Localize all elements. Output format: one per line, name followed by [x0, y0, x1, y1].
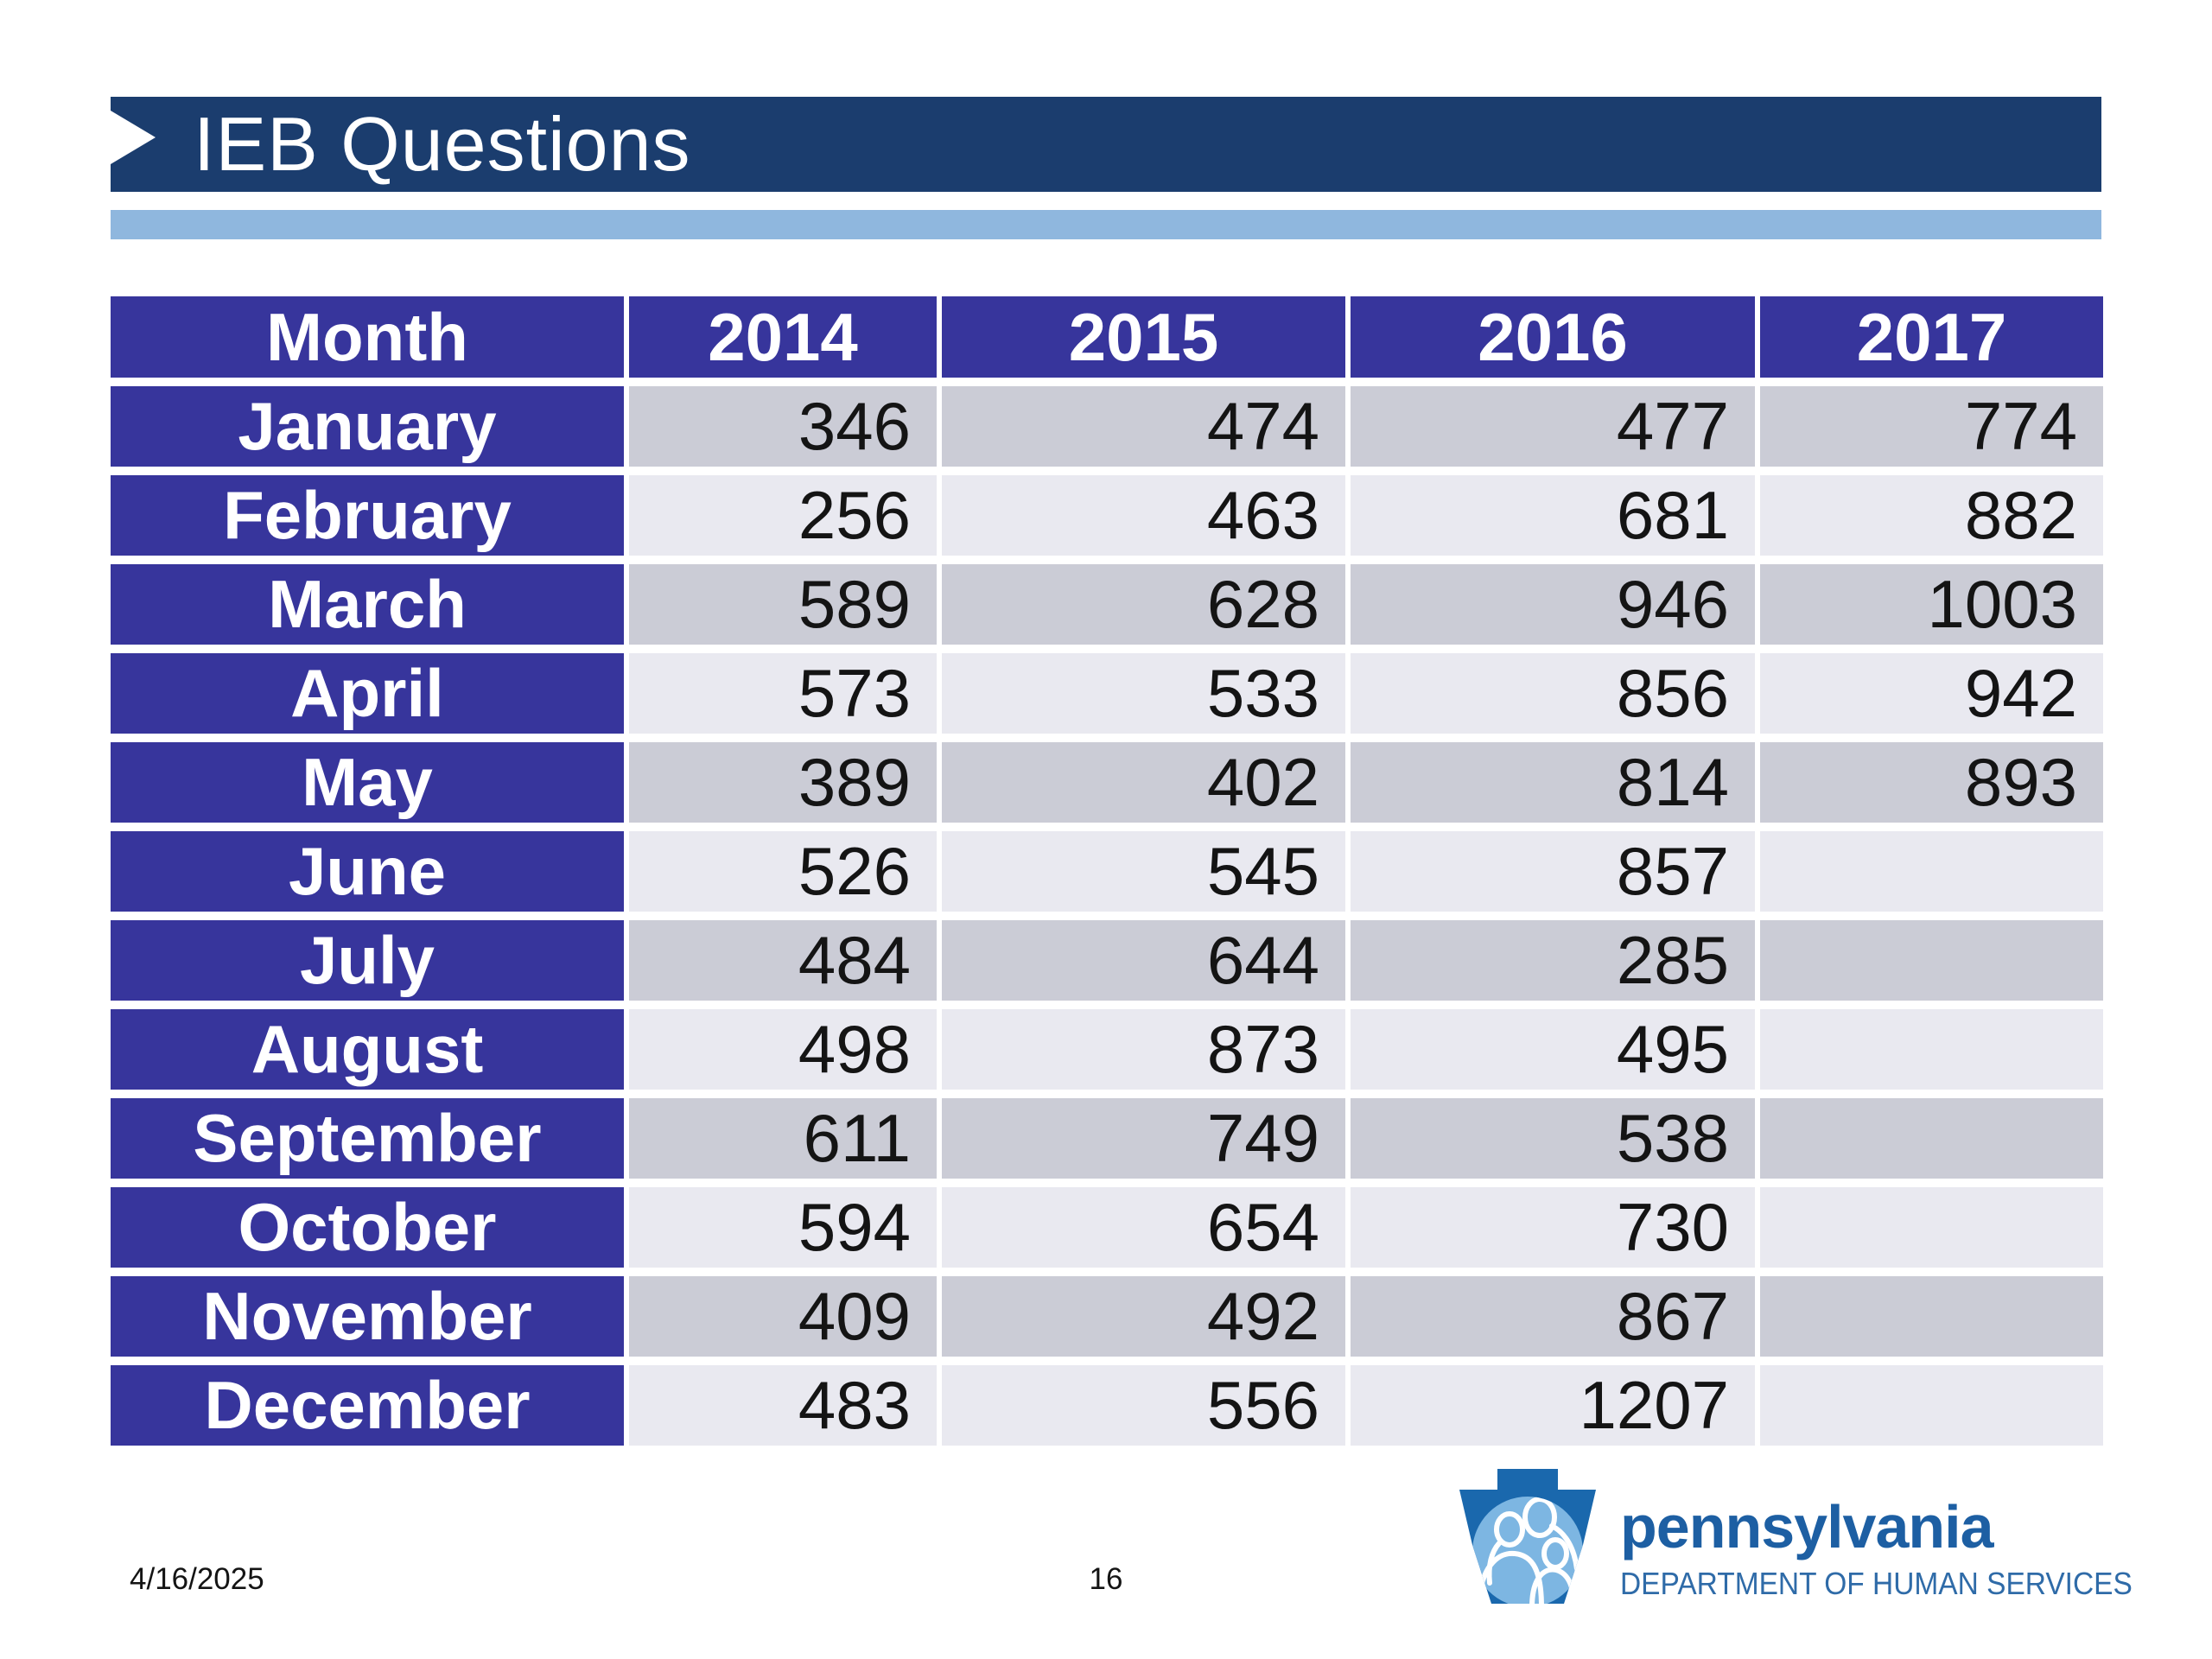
value-cell: 749 [942, 1098, 1345, 1179]
value-cell: 654 [942, 1187, 1345, 1268]
header-cell-year: 2016 [1351, 296, 1755, 378]
logo-subtext: DEPARTMENT OF HUMAN SERVICES [1620, 1566, 2133, 1601]
data-table: Month 2014 2015 2016 2017 January 346 474 477 774… [111, 296, 2103, 1446]
value-cell: 942 [1760, 653, 2103, 734]
header-cell-year: 2015 [942, 296, 1345, 378]
value-cell: 814 [1351, 742, 1755, 823]
pa-dhs-logo: pennsylvania DEPARTMENT OF HUMAN SERVICE… [1454, 1467, 2171, 1605]
keystone-family-icon [1459, 1469, 1596, 1604]
logo-brand-text: pennsylvania [1620, 1493, 1994, 1560]
month-cell: April [111, 653, 624, 734]
month-cell: March [111, 564, 624, 645]
value-cell: 856 [1351, 653, 1755, 734]
month-cell: June [111, 831, 624, 912]
title-banner: IEB Questions [111, 97, 2101, 192]
value-cell: 594 [629, 1187, 937, 1268]
value-cell: 498 [629, 1009, 937, 1090]
month-cell: February [111, 475, 624, 556]
month-cell: December [111, 1365, 624, 1446]
value-cell: 873 [942, 1009, 1345, 1090]
header-cell-month: Month [111, 296, 624, 378]
value-cell: 882 [1760, 475, 2103, 556]
accent-bar [111, 210, 2101, 239]
value-cell: 389 [629, 742, 937, 823]
value-cell: 867 [1351, 1276, 1755, 1357]
logo-text-block: pennsylvania DEPARTMENT OF HUMAN SERVICE… [1620, 1467, 2171, 1602]
page-title: IEB Questions [194, 101, 691, 187]
value-cell: 1207 [1351, 1365, 1755, 1446]
value-cell: 256 [629, 475, 937, 556]
value-cell: 538 [1351, 1098, 1755, 1179]
value-cell [1760, 1009, 2103, 1090]
value-cell [1760, 1276, 2103, 1357]
month-cell: July [111, 920, 624, 1001]
value-cell: 533 [942, 653, 1345, 734]
value-cell: 589 [629, 564, 937, 645]
value-cell: 285 [1351, 920, 1755, 1001]
month-cell: November [111, 1276, 624, 1357]
value-cell [1760, 920, 2103, 1001]
value-cell: 492 [942, 1276, 1345, 1357]
value-cell: 681 [1351, 475, 1755, 556]
value-cell: 409 [629, 1276, 937, 1357]
value-cell: 644 [942, 920, 1345, 1001]
value-cell: 484 [629, 920, 937, 1001]
value-cell: 1003 [1760, 564, 2103, 645]
value-cell: 611 [629, 1098, 937, 1179]
month-cell: January [111, 386, 624, 467]
value-cell: 495 [1351, 1009, 1755, 1090]
value-cell: 730 [1351, 1187, 1755, 1268]
value-cell: 545 [942, 831, 1345, 912]
month-cell: September [111, 1098, 624, 1179]
value-cell [1760, 1365, 2103, 1446]
value-cell: 573 [629, 653, 937, 734]
value-cell: 463 [942, 475, 1345, 556]
value-cell: 556 [942, 1365, 1345, 1446]
chevron-right-icon [111, 111, 156, 164]
footer-date: 4/16/2025 [130, 1562, 264, 1596]
value-cell: 946 [1351, 564, 1755, 645]
value-cell [1760, 831, 2103, 912]
value-cell: 628 [942, 564, 1345, 645]
header-cell-year: 2017 [1760, 296, 2103, 378]
value-cell: 526 [629, 831, 937, 912]
value-cell: 857 [1351, 831, 1755, 912]
value-cell: 477 [1351, 386, 1755, 467]
value-cell: 474 [942, 386, 1345, 467]
value-cell [1760, 1098, 2103, 1179]
month-cell: October [111, 1187, 624, 1268]
value-cell: 483 [629, 1365, 937, 1446]
value-cell: 346 [629, 386, 937, 467]
value-cell: 893 [1760, 742, 2103, 823]
value-cell [1760, 1187, 2103, 1268]
value-cell: 402 [942, 742, 1345, 823]
value-cell: 774 [1760, 386, 2103, 467]
page-number: 16 [1089, 1562, 1123, 1596]
header-cell-year: 2014 [629, 296, 937, 378]
month-cell: May [111, 742, 624, 823]
month-cell: August [111, 1009, 624, 1090]
